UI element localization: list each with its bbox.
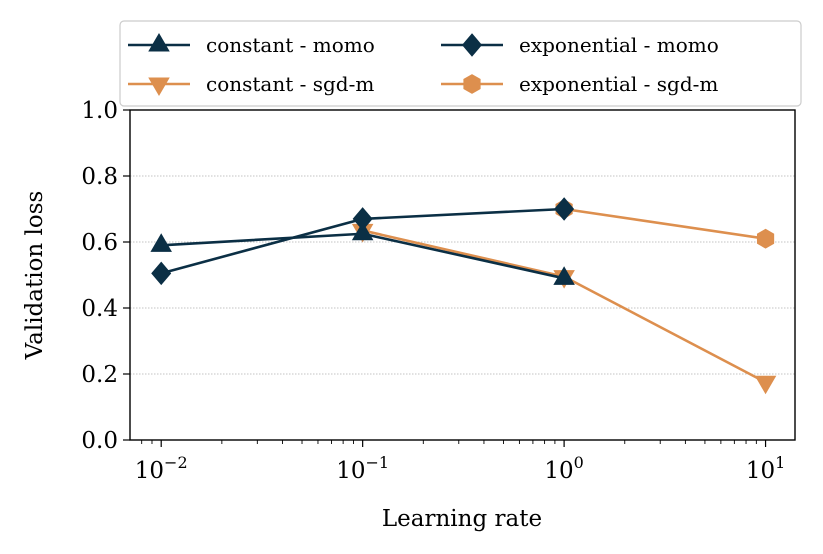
series-1-point-1 [756,228,775,249]
grid-lines [130,109,795,441]
y-tick-label-1: 0.2 [81,362,118,388]
legend-label-2: constant - sgd-m [206,72,374,96]
legend-label-1: exponential - momo [519,33,719,57]
x-tick-label-0: 10−2 [135,453,188,484]
y-tick-label-0: 0.0 [81,428,118,454]
x-axis: 10−2 10−1 100 101 [135,440,785,484]
y-tick-label-4: 0.8 [81,164,118,190]
legend: constant - momo exponential - momo constan… [119,20,802,107]
x-tick-label-1: 10−1 [336,453,389,484]
y-axis: 0.0 0.2 0.4 0.6 0.8 1.0 [81,98,130,454]
y-tick-label-2: 0.4 [81,296,118,322]
x-tick-label-3: 101 [746,453,785,484]
series-0-point-2 [754,375,777,395]
series-3-point-0 [151,261,172,286]
series-3-point-2 [554,197,575,221]
legend-label-3: exponential - sgd-m [519,72,718,96]
series-2-point-1 [351,221,374,241]
plot-series [150,197,777,395]
legend-marker-1 [461,33,483,57]
series-line-0 [362,229,767,384]
plot-frame [129,109,796,441]
y-axis-label: Validation loss [22,191,48,361]
legend-marker-2 [148,77,170,96]
legend-label-0: constant - momo [206,33,375,57]
x-tick-label-2: 100 [544,453,583,484]
legend-marker-3 [463,74,481,94]
series-3-point-1 [352,207,373,231]
series-2-point-0 [150,233,172,252]
series-2-point-2 [553,266,575,285]
legend-marker-0 [148,33,170,52]
series-line-1 [563,207,766,240]
y-tick-label-5: 1.0 [81,98,118,124]
y-tick-label-3: 0.6 [81,230,118,256]
legend-box [119,20,802,107]
x-axis-label: Learning rate [382,506,542,532]
